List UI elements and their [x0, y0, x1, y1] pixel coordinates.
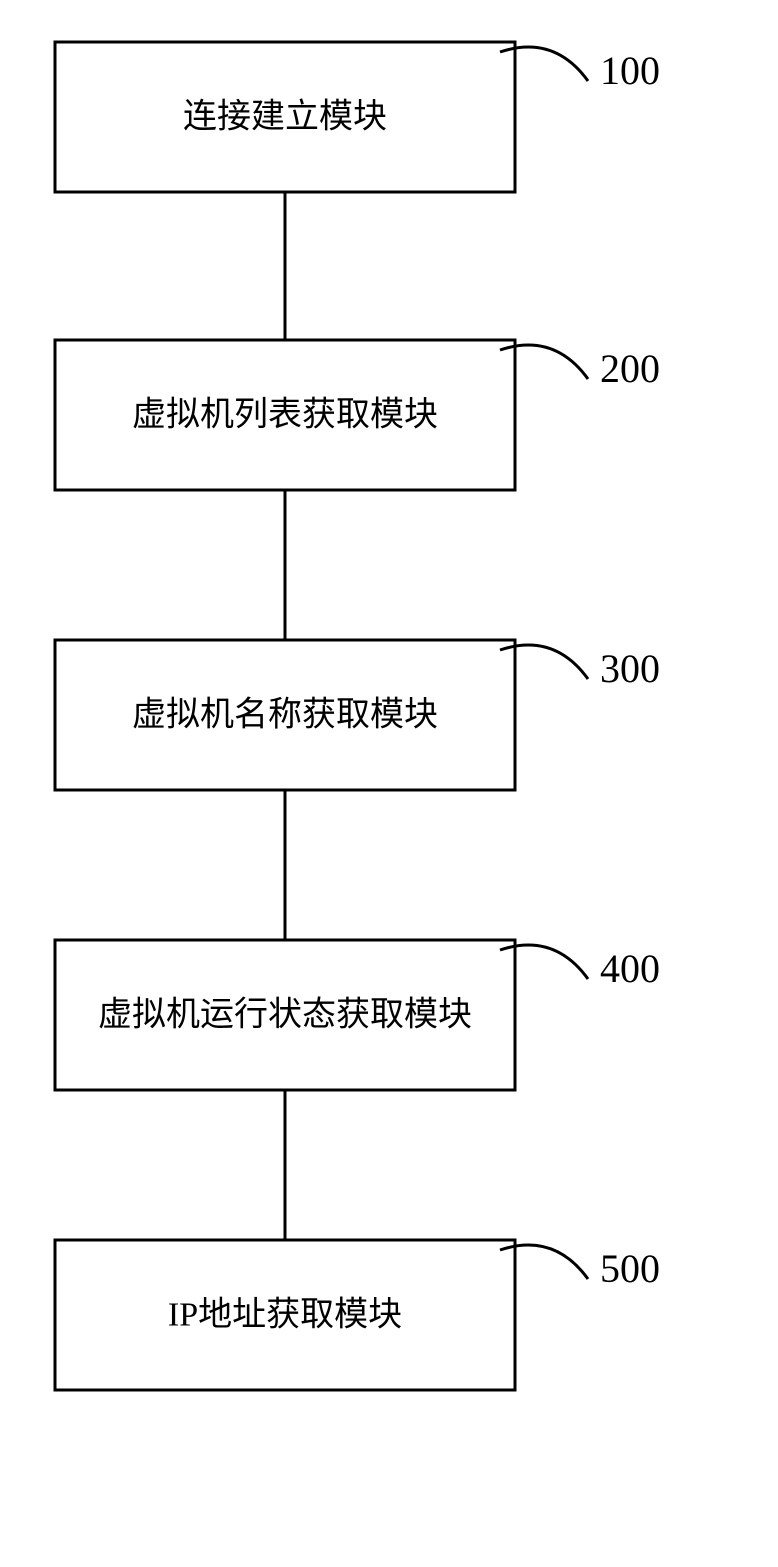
ref-label-text: 500: [600, 1246, 660, 1291]
ref-label-group: 100: [500, 47, 660, 93]
flowchart-node: IP地址获取模块: [55, 1240, 515, 1390]
flowchart-node: 虚拟机列表获取模块: [55, 340, 515, 490]
flowchart-svg: 连接建立模块虚拟机列表获取模块虚拟机名称获取模块虚拟机运行状态获取模块 IP地址获…: [0, 0, 778, 1567]
flowchart-node-label: 虚拟机列表获取模块: [132, 396, 438, 434]
flowchart-node-label: 虚拟机名称获取模块: [132, 696, 438, 734]
ref-label-text: 200: [600, 346, 660, 391]
flowchart-node-label: 连接建立模块: [183, 98, 387, 136]
flowchart-node-label: 虚拟机运行状态获取模块: [98, 996, 472, 1034]
flowchart-node: 虚拟机名称获取模块: [55, 640, 515, 790]
ref-label-group: 200: [500, 345, 660, 391]
ref-label-text: 400: [600, 946, 660, 991]
ref-label-group: 300: [500, 645, 660, 691]
ref-label-group: 400: [500, 945, 660, 991]
ref-label-text: 100: [600, 48, 660, 93]
flowchart-node-label: IP地址获取模块: [168, 1296, 402, 1334]
flowchart-ref-labels: 100 200 300 400 500: [500, 47, 660, 1291]
ref-label-group: 500: [500, 1245, 660, 1291]
ref-label-text: 300: [600, 646, 660, 691]
flowchart-node: 连接建立模块: [55, 42, 515, 192]
flowchart-node: 虚拟机运行状态获取模块: [55, 940, 515, 1090]
